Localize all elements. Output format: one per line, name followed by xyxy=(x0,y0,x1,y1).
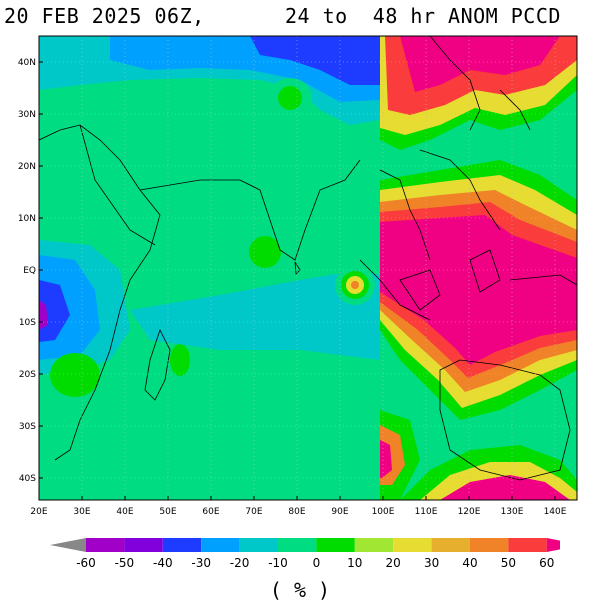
graticule xyxy=(39,36,577,500)
legend-swatch xyxy=(124,538,163,552)
legend-swatch xyxy=(470,538,509,552)
lon-tick-label: 20E xyxy=(30,507,47,517)
map-panel: 40N 30N 20N 10N EQ 10S 20S 30S 40S 20E 30E 40E 50E 6… xyxy=(0,30,600,520)
lat-tick-label: EQ xyxy=(23,266,36,276)
region-neg-africa-3 xyxy=(39,280,70,342)
region-neg-north-3 xyxy=(250,36,380,85)
legend-tick-label: 50 xyxy=(501,556,516,570)
lat-tick-label: 30N xyxy=(18,110,36,120)
map-frame xyxy=(38,35,578,501)
lat-tick-label: 40N xyxy=(18,58,36,68)
map-field xyxy=(39,36,577,500)
title-range: 24 to 48 hr ANOM PCCD xyxy=(285,4,561,28)
region-madagascar-pos xyxy=(50,353,100,397)
legend-swatch xyxy=(508,538,547,552)
latitude-labels: 40N 30N 20N 10N EQ 10S 20S 30S 40S xyxy=(18,58,43,484)
region-pos-se-6 xyxy=(440,475,570,500)
legend-tick-label: -10 xyxy=(268,556,288,570)
region-pos-east-5 xyxy=(380,215,577,365)
legend-swatch xyxy=(393,538,432,552)
lon-tick-label: 40E xyxy=(116,507,133,517)
unit-label: ( % ) xyxy=(269,578,331,602)
lon-tick-label: 120E xyxy=(458,507,481,517)
legend-tick-label: 60 xyxy=(539,556,554,570)
lat-tick-label: 20S xyxy=(19,370,36,380)
legend-swatch xyxy=(239,538,278,552)
region-small-pos xyxy=(170,344,190,376)
region-pos-blob xyxy=(249,236,281,268)
lon-tick-label: 70E xyxy=(245,507,262,517)
legend-tick-label: -20 xyxy=(230,556,250,570)
legend-tick-label: 10 xyxy=(347,556,362,570)
lon-tick-label: 30E xyxy=(73,507,90,517)
title-date: 20 FEB 2025 06Z, xyxy=(4,4,205,28)
lon-tick-label: 60E xyxy=(202,507,219,517)
legend-swatch xyxy=(162,538,202,552)
legend-swatch xyxy=(201,538,240,552)
lon-tick-label: 140E xyxy=(544,507,567,517)
lon-tick-label: 80E xyxy=(288,507,305,517)
legend-swatch xyxy=(278,538,317,552)
legend-tick-label: -30 xyxy=(191,556,211,570)
legend-bar: -60 -50 -40 -30 -20 -10 0 10 20 30 40 50 60 xyxy=(50,538,583,570)
legend-tick-label: 30 xyxy=(424,556,439,570)
lat-tick-label: 10S xyxy=(19,318,36,328)
region-dot-3 xyxy=(351,281,359,289)
legend-tick-label: -60 xyxy=(76,556,96,570)
legend-arrow-low xyxy=(50,538,86,552)
legend-swatch xyxy=(316,538,355,552)
legend-tick-label: -50 xyxy=(115,556,135,570)
lat-tick-label: 30S xyxy=(19,422,36,432)
region-neg-band xyxy=(130,270,380,360)
legend-arrow-high xyxy=(546,538,583,552)
legend-tick-label: 40 xyxy=(462,556,477,570)
lon-tick-label: 110E xyxy=(415,507,438,517)
legend-tick-label: 20 xyxy=(386,556,401,570)
chart-title: 20 FEB 2025 06Z, 24 to 48 hr ANOM PCCD xyxy=(0,2,600,30)
coastlines xyxy=(39,36,577,481)
lat-tick-label: 10N xyxy=(18,214,36,224)
legend-swatch xyxy=(431,538,470,552)
region-himalaya-pos-core xyxy=(278,86,302,110)
region-pos-ne-4 xyxy=(400,36,560,92)
lon-tick-label: 100E xyxy=(372,507,395,517)
lon-tick-label: 90E xyxy=(331,507,348,517)
lat-tick-label: 20N xyxy=(18,162,36,172)
legend-tick-label: -40 xyxy=(153,556,173,570)
color-legend: -60 -50 -40 -30 -20 -10 0 10 20 30 40 50 60 xyxy=(40,532,583,582)
legend-swatch xyxy=(86,538,125,552)
longitude-labels: 20E 30E 40E 50E 60E 70E 80E 90E 100E 110E 120E 130E… xyxy=(30,496,567,517)
lon-tick-label: 130E xyxy=(501,507,524,517)
anomaly-map: 40N 30N 20N 10N EQ 10S 20S 30S 40S 20E 30E 40E 50E 6… xyxy=(18,35,578,517)
lon-tick-label: 50E xyxy=(159,507,176,517)
legend-swatch xyxy=(354,538,394,552)
legend-tick-label: 0 xyxy=(313,556,321,570)
lat-tick-label: 40S xyxy=(19,474,36,484)
